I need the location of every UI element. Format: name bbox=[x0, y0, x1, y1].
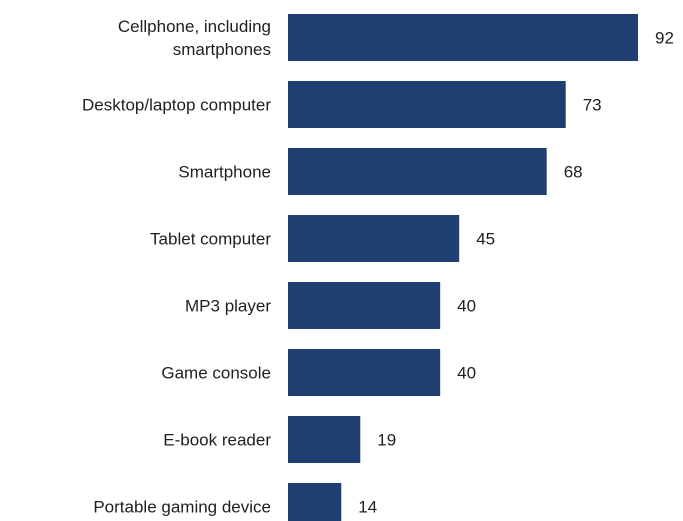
bar-3 bbox=[288, 215, 459, 262]
category-label-line: Tablet computer bbox=[150, 230, 271, 249]
category-label-6: E-book reader bbox=[163, 431, 271, 450]
bar-6 bbox=[288, 416, 360, 463]
category-label-7: Portable gaming device bbox=[93, 498, 271, 517]
bar-0 bbox=[288, 14, 638, 61]
category-label-1: Desktop/laptop computer bbox=[82, 96, 271, 115]
bar-4 bbox=[288, 282, 440, 329]
category-label-line: MP3 player bbox=[185, 297, 271, 316]
category-label-line: Game console bbox=[161, 364, 271, 383]
value-label-6: 19 bbox=[377, 431, 396, 450]
value-label-1: 73 bbox=[583, 96, 602, 115]
category-label-2: Smartphone bbox=[178, 163, 271, 182]
category-label-3: Tablet computer bbox=[150, 230, 271, 249]
bar-1 bbox=[288, 81, 566, 128]
category-label-5: Game console bbox=[161, 364, 271, 383]
value-label-3: 45 bbox=[476, 230, 495, 249]
category-label-line: Portable gaming device bbox=[93, 498, 271, 517]
category-label-line: E-book reader bbox=[163, 431, 271, 450]
bars-group bbox=[288, 14, 638, 521]
category-label-line: Cellphone, including bbox=[118, 17, 271, 36]
value-label-4: 40 bbox=[457, 297, 476, 316]
category-label-line: Smartphone bbox=[178, 163, 271, 182]
value-label-2: 68 bbox=[564, 163, 583, 182]
value-label-0: 92 bbox=[655, 29, 674, 48]
category-label-0: Cellphone, including smartphones bbox=[118, 17, 271, 59]
value-label-7: 14 bbox=[358, 498, 377, 517]
bar-7 bbox=[288, 483, 341, 521]
category-label-line: Desktop/laptop computer bbox=[82, 96, 271, 115]
category-label-4: MP3 player bbox=[185, 297, 271, 316]
value-label-5: 40 bbox=[457, 364, 476, 383]
bar-5 bbox=[288, 349, 440, 396]
bar-2 bbox=[288, 148, 547, 195]
category-label-line: smartphones bbox=[173, 40, 271, 59]
category-labels-group: Cellphone, including smartphones Desktop/l… bbox=[82, 17, 271, 517]
